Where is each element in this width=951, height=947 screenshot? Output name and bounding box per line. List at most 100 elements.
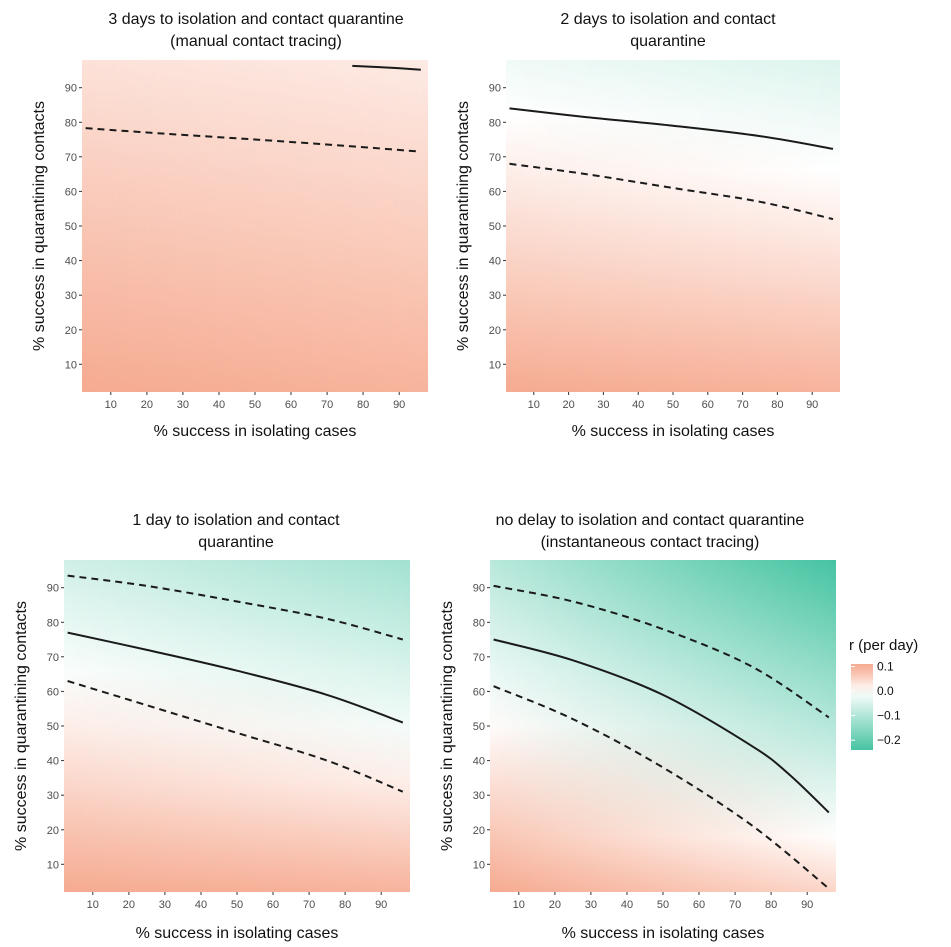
y-tick-label: 80	[489, 117, 501, 129]
contour-lines	[493, 584, 830, 890]
x-tick-label: 50	[249, 399, 261, 411]
x-tick-label: 60	[693, 899, 705, 911]
x-tick-label: 40	[195, 899, 207, 911]
panel-title-line-2: (manual contact tracing)	[170, 33, 342, 50]
panel-1-day: 1 day to isolation and contact quarantin…	[13, 512, 410, 942]
x-tick-label: 20	[549, 899, 561, 911]
x-axis-label: % success in isolating cases	[562, 925, 765, 942]
y-tick-label: 40	[47, 756, 59, 768]
contour-solid	[352, 64, 421, 71]
x-axis-ticks: 10 20 30 40 50 60 70 80 90	[87, 892, 387, 911]
x-axis-label: % success in isolating cases	[572, 423, 775, 440]
y-tick-label: 70	[489, 152, 501, 164]
x-axis-ticks: 10 20 30 40 50 60 70 80 90	[528, 392, 818, 411]
x-axis-label: % success in isolating cases	[136, 925, 339, 942]
x-tick-label: 20	[141, 399, 153, 411]
panel-title-line-1: 2 days to isolation and contact	[560, 11, 776, 28]
x-tick-label: 50	[657, 899, 669, 911]
x-tick-label: 90	[393, 399, 405, 411]
y-axis-label: % success in quarantining contacts	[31, 101, 48, 351]
x-axis-ticks: 10 20 30 40 50 60 70 80 90	[105, 392, 405, 411]
x-tick-label: 60	[702, 399, 714, 411]
x-tick-label: 80	[765, 899, 777, 911]
y-tick-label: 60	[473, 686, 485, 698]
x-tick-label: 10	[87, 899, 99, 911]
panel-2-days: 2 days to isolation and contact quaranti…	[455, 11, 840, 440]
y-tick-label: 50	[47, 721, 59, 733]
y-axis-ticks: 10 20 30 40 50 60 70 80 90	[65, 83, 82, 371]
x-tick-label: 40	[621, 899, 633, 911]
x-tick-label: 30	[585, 899, 597, 911]
y-tick-label: 50	[65, 221, 77, 233]
x-tick-label: 40	[213, 399, 225, 411]
y-axis-label: % success in quarantining contacts	[13, 601, 30, 851]
x-tick-label: 80	[771, 399, 783, 411]
legend-ticks: 0.1 0.0 −0.1 −0.2	[851, 660, 901, 747]
x-tick-label: 30	[177, 399, 189, 411]
x-tick-label: 10	[513, 899, 525, 911]
panel-title-line-2: quarantine	[198, 534, 274, 551]
legend-tick-label: −0.1	[877, 709, 901, 723]
y-axis-label: % success in quarantining contacts	[455, 101, 472, 351]
x-tick-label: 10	[528, 399, 540, 411]
x-tick-label: 70	[321, 399, 333, 411]
legend-tick-label: 0.1	[877, 660, 894, 674]
y-tick-label: 60	[489, 186, 501, 198]
y-tick-label: 80	[65, 117, 77, 129]
y-tick-label: 90	[65, 83, 77, 95]
y-tick-label: 70	[47, 652, 59, 664]
heatmap-overlay	[64, 560, 410, 892]
x-tick-label: 80	[339, 899, 351, 911]
x-tick-label: 50	[231, 899, 243, 911]
y-tick-label: 20	[47, 825, 59, 837]
legend-colorbar	[851, 664, 873, 750]
y-tick-label: 30	[47, 790, 59, 802]
y-axis-ticks: 10 20 30 40 50 60 70 80 90	[489, 83, 506, 371]
panel-3-days: 3 days to isolation and contact quaranti…	[31, 11, 428, 440]
contour-dashed	[85, 127, 421, 153]
panel-no-delay: no delay to isolation and contact quaran…	[439, 512, 836, 942]
y-tick-label: 10	[47, 859, 59, 871]
contour-solid	[509, 107, 834, 150]
y-tick-label: 80	[473, 617, 485, 629]
x-tick-label: 20	[123, 899, 135, 911]
contour-dashed	[509, 162, 834, 221]
y-tick-label: 70	[473, 652, 485, 664]
contour-dashed	[67, 680, 404, 793]
y-axis-ticks: 10 20 30 40 50 60 70 80 90	[47, 583, 64, 871]
contour-lines	[509, 107, 834, 221]
y-tick-label: 60	[65, 186, 77, 198]
contour-solid	[493, 638, 830, 814]
x-tick-label: 60	[285, 399, 297, 411]
y-tick-label: 90	[489, 83, 501, 95]
x-tick-label: 90	[801, 899, 813, 911]
contour-dashed	[493, 685, 830, 890]
x-tick-label: 90	[375, 899, 387, 911]
x-tick-label: 30	[597, 399, 609, 411]
x-tick-label: 70	[303, 899, 315, 911]
x-tick-label: 80	[357, 399, 369, 411]
y-tick-label: 90	[473, 583, 485, 595]
contour-solid	[67, 631, 404, 724]
contour-dashed	[67, 574, 404, 641]
y-tick-label: 50	[473, 721, 485, 733]
color-legend: r (per day) 0.1 0.0 −0.1 −0.2	[849, 637, 918, 750]
y-tick-label: 80	[47, 617, 59, 629]
x-tick-label: 10	[105, 399, 117, 411]
contour-dashed	[493, 584, 830, 719]
y-tick-label: 40	[65, 256, 77, 268]
y-axis-label: % success in quarantining contacts	[439, 601, 456, 851]
panel-title-line-2: quarantine	[630, 33, 706, 50]
heatmap-overlay	[506, 60, 840, 392]
y-tick-label: 20	[489, 325, 501, 337]
legend-title: r (per day)	[849, 637, 918, 654]
y-tick-label: 30	[473, 790, 485, 802]
x-tick-label: 30	[159, 899, 171, 911]
y-tick-label: 90	[47, 583, 59, 595]
y-tick-label: 10	[65, 359, 77, 371]
legend-tick-label: −0.2	[877, 733, 901, 747]
y-tick-label: 40	[489, 256, 501, 268]
x-tick-label: 20	[562, 399, 574, 411]
panel-title-line-1: 3 days to isolation and contact quaranti…	[108, 11, 403, 28]
